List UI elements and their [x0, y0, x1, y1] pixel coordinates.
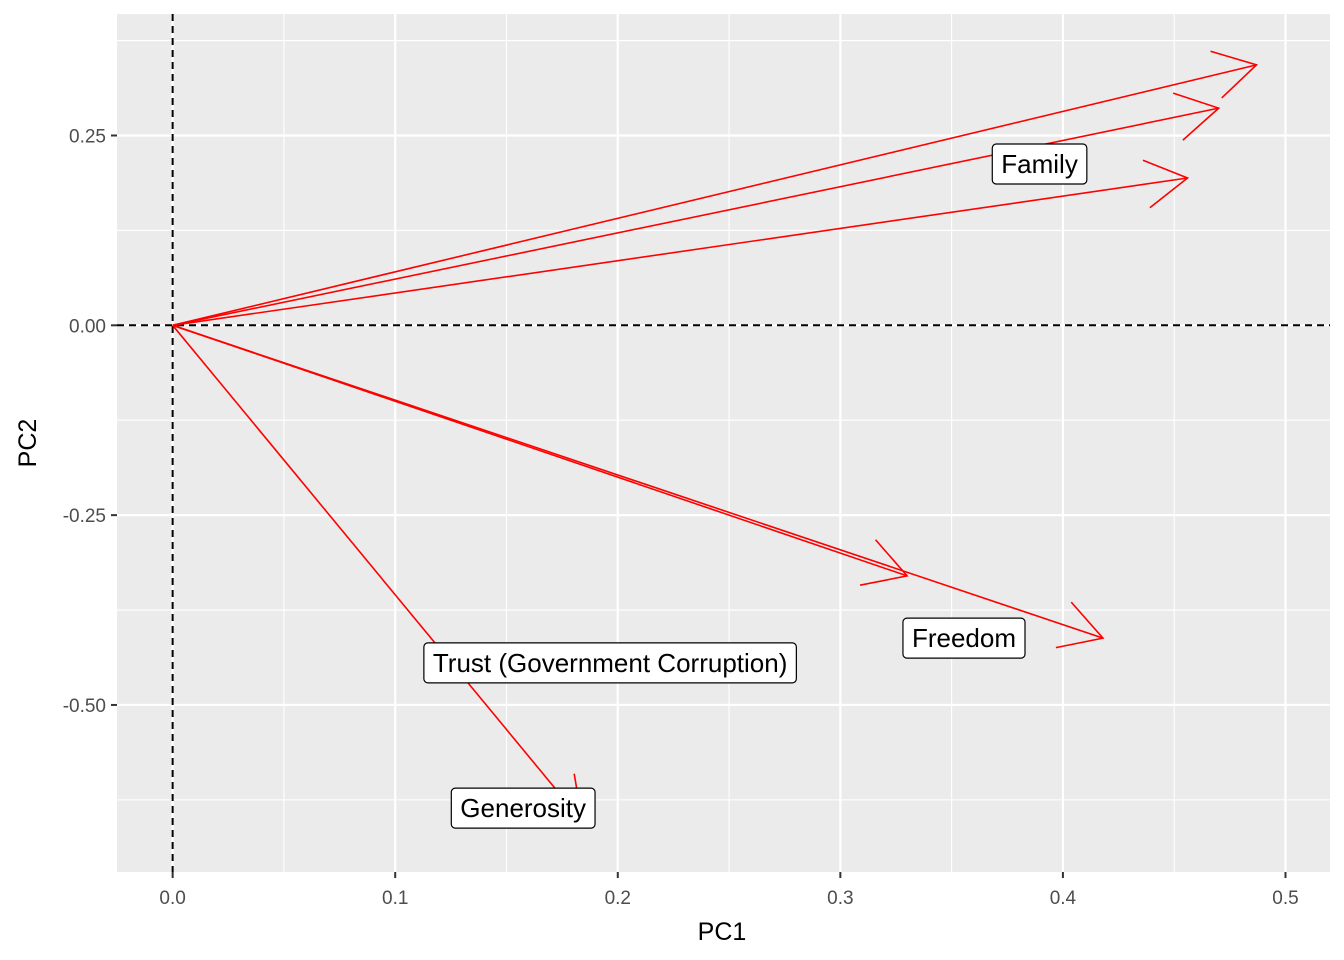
y-tick-label: -0.25: [63, 506, 106, 527]
label-text: Trust (Government Corruption): [433, 648, 787, 678]
y-axis-title: PC2: [14, 419, 42, 468]
x-tick-label: 0.4: [1050, 888, 1077, 909]
label-family: Family: [992, 144, 1087, 184]
y-axis-ticks: 0.25 0.00 -0.25 -0.50: [63, 126, 117, 716]
label-text: Generosity: [460, 793, 586, 823]
x-tick-label: 0.0: [159, 888, 185, 909]
y-tick-label: 0.00: [69, 316, 106, 337]
label-text: Freedom: [912, 623, 1016, 653]
x-axis-ticks: 0.0 0.1 0.2 0.3 0.4 0.5: [159, 872, 1298, 909]
label-generosity: Generosity: [451, 788, 595, 828]
y-tick-label: -0.50: [63, 696, 106, 717]
x-tick-label: 0.2: [605, 888, 631, 909]
label-freedom: Freedom: [903, 618, 1025, 658]
x-tick-label: 0.5: [1272, 888, 1298, 909]
label-trust-government-corruption: Trust (Government Corruption): [424, 643, 796, 683]
label-text: Family: [1001, 149, 1078, 179]
x-tick-label: 0.1: [382, 888, 408, 909]
x-tick-label: 0.3: [827, 888, 853, 909]
y-tick-label: 0.25: [69, 126, 106, 147]
x-axis-title: PC1: [698, 918, 747, 946]
plot-panel: [117, 14, 1330, 872]
